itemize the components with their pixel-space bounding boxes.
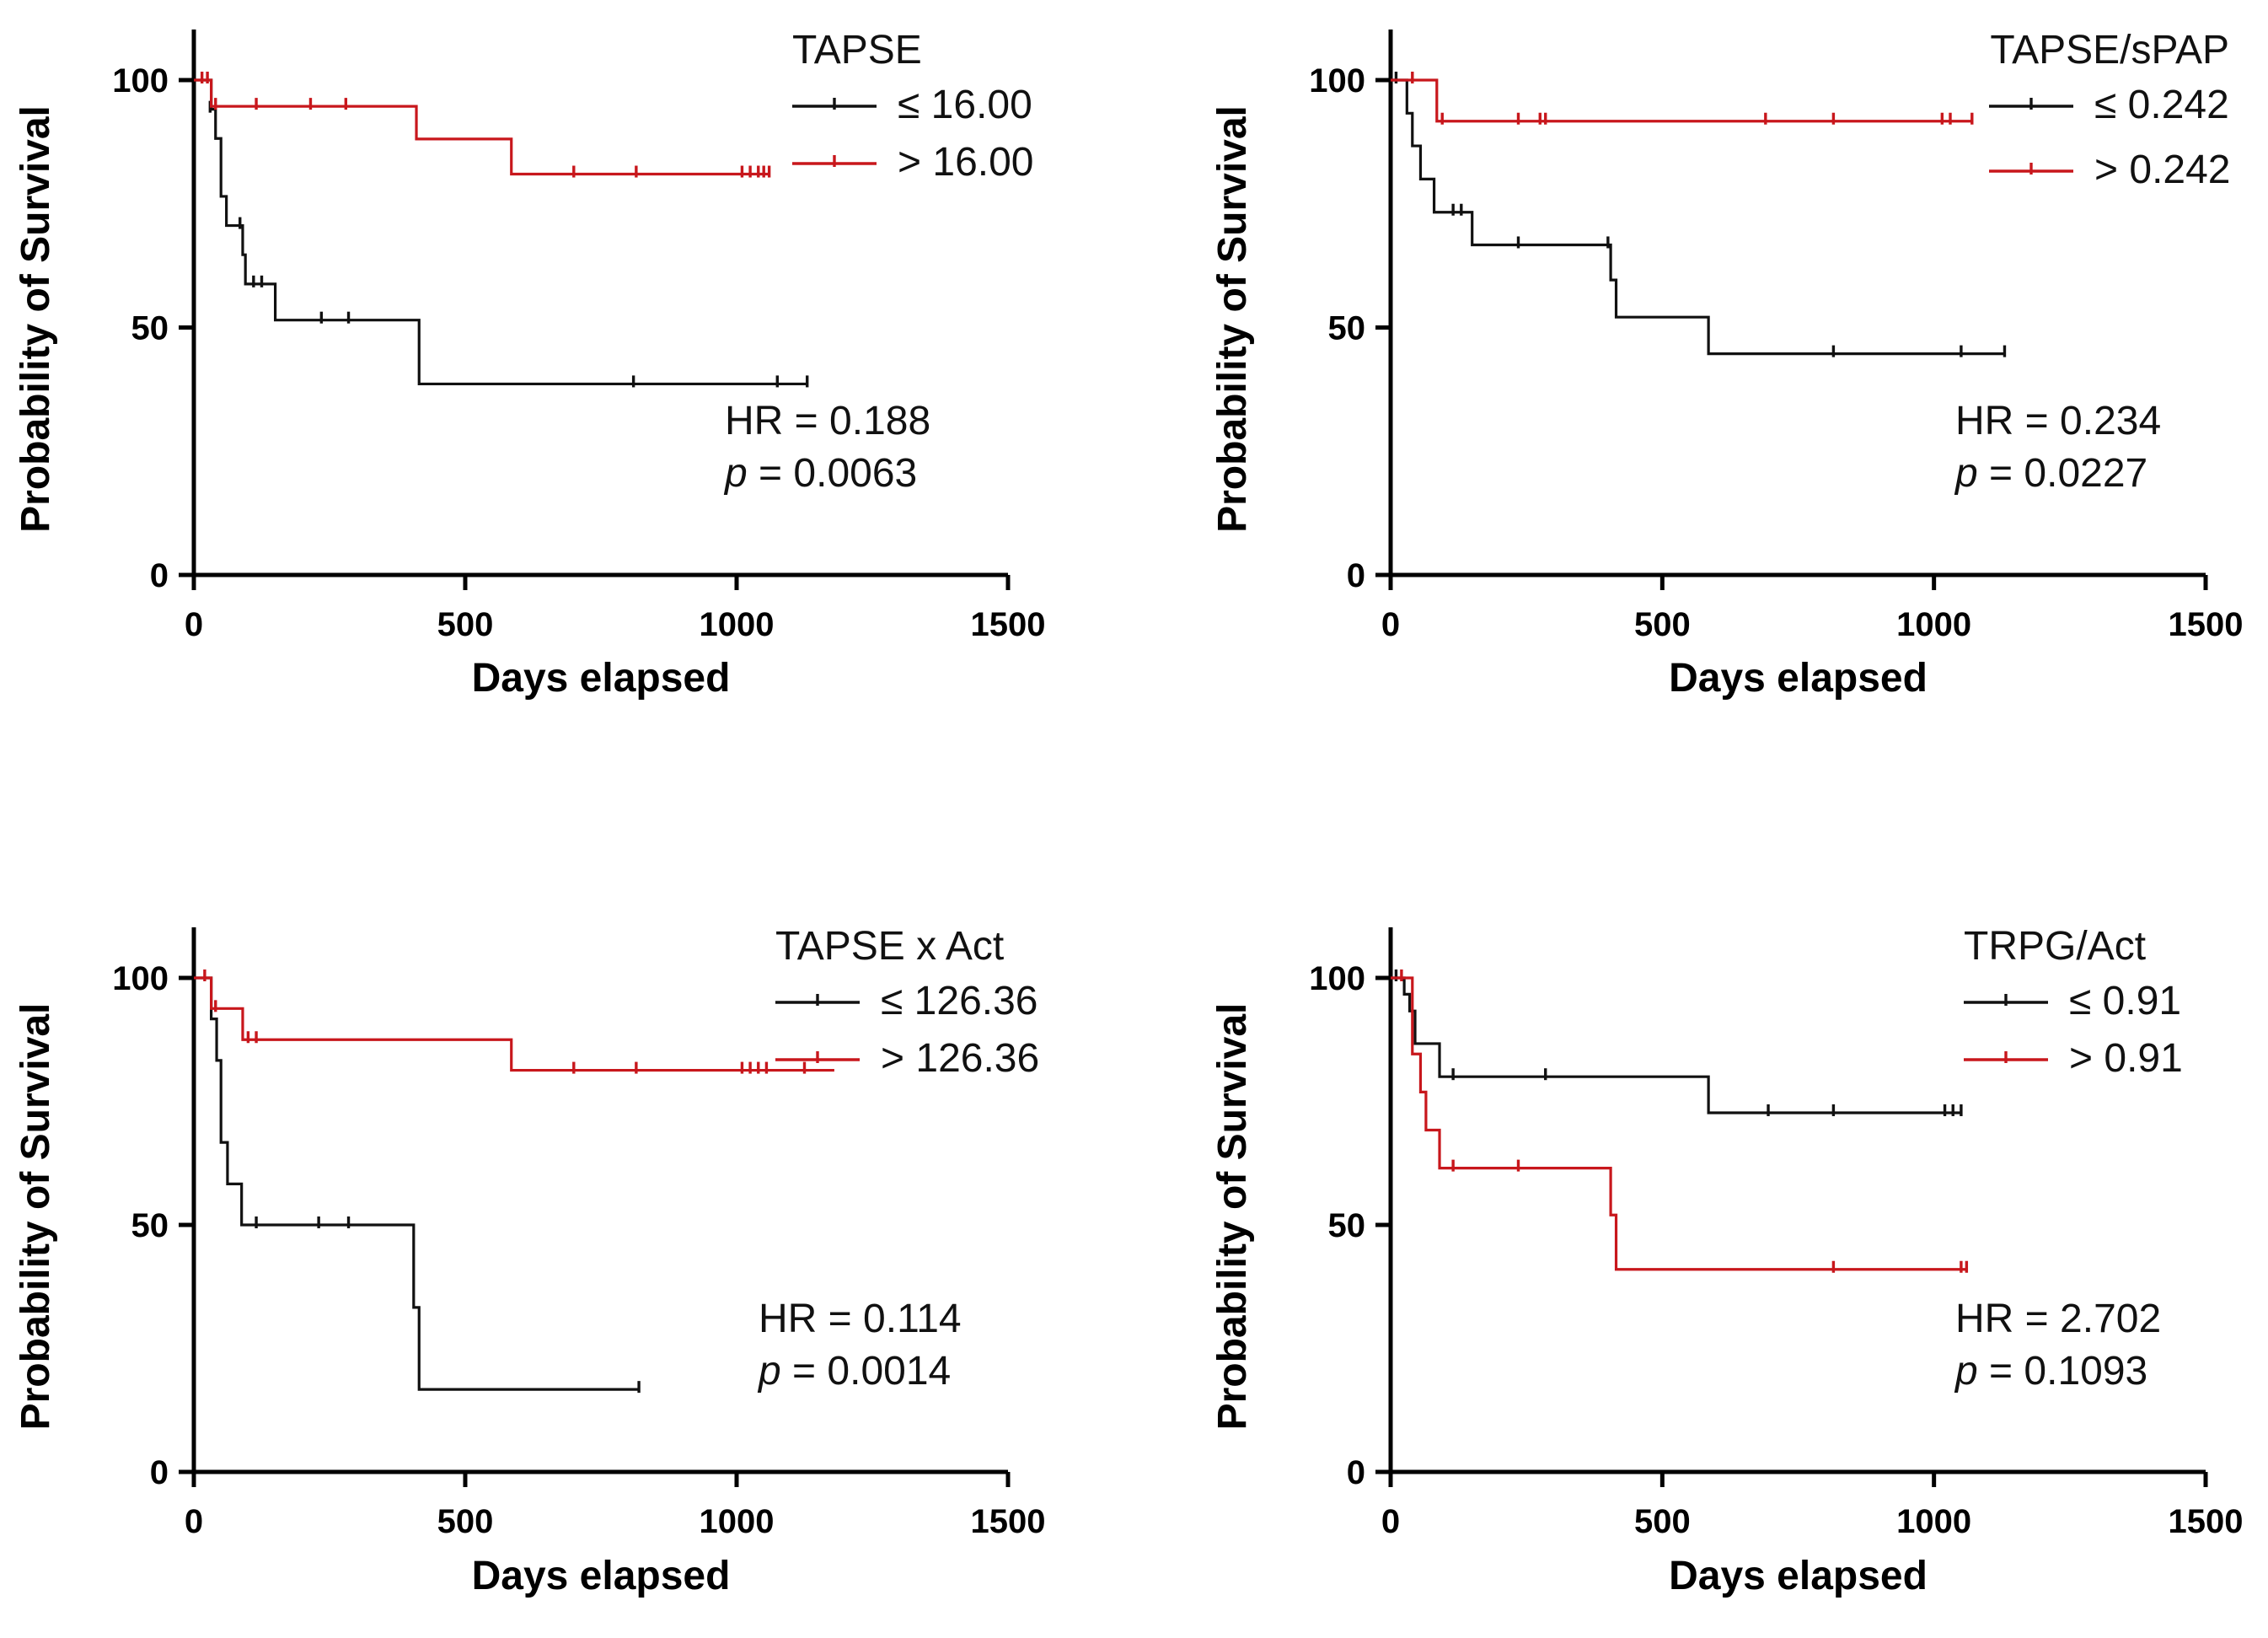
legend-label: ≤ 126.36 [881, 979, 1038, 1023]
x-tick-label: 500 [1634, 606, 1691, 643]
survival-curve-high [194, 976, 834, 1072]
x-tick-label: 1500 [2169, 606, 2244, 643]
legend-title: TAPSE x Act [775, 924, 1004, 969]
x-tick-label: 1000 [700, 606, 775, 643]
p-value: = 0.1093 [1978, 1349, 2148, 1394]
hazard-ratio-annotation: HR = 0.234 [1955, 399, 2161, 443]
p-value-annotation: p = 0.1093 [1954, 1349, 2147, 1394]
hazard-ratio-annotation: HR = 2.702 [1955, 1297, 2161, 1341]
legend-title: TAPSE/sPAP [1990, 28, 2229, 73]
x-tick-label: 0 [1381, 1503, 1400, 1540]
legend-label: ≤ 0.242 [2094, 83, 2229, 127]
p-value-annotation: p = 0.0227 [1954, 451, 2147, 496]
x-tick-label: 0 [185, 1503, 203, 1540]
legend-label: > 0.242 [2094, 148, 2230, 192]
p-symbol: p [1954, 451, 1978, 496]
y-axis-title: Probability of Survival [13, 105, 58, 533]
x-tick-label: 500 [1634, 1503, 1691, 1540]
y-tick-label: 50 [1328, 1207, 1366, 1244]
km-panel-2: 0 500 1000 1500 0 50 100 Days elapsed Probabilit… [1210, 28, 2243, 701]
y-tick-label: 50 [1328, 310, 1366, 347]
p-value-annotation: p = 0.0014 [757, 1349, 951, 1394]
x-tick-label: 1500 [2169, 1503, 2244, 1540]
survival-curve-low [194, 78, 807, 386]
x-tick-label: 500 [437, 1503, 494, 1540]
km-panel-4: 0 500 1000 1500 0 50 100 Days elapsed Probabilit… [1210, 924, 2243, 1598]
legend-label: > 16.00 [898, 140, 1033, 185]
survival-curve-high [1391, 976, 1967, 1271]
legend-label: ≤ 16.00 [898, 83, 1032, 127]
y-tick-label: 0 [150, 1454, 169, 1491]
p-value: = 0.0014 [781, 1349, 952, 1394]
legend-label: ≤ 0.91 [2069, 979, 2181, 1023]
x-axis-title: Days elapsed [1669, 656, 1928, 701]
y-axis-title: Probability of Survival [13, 1003, 58, 1431]
hazard-ratio-annotation: HR = 0.188 [725, 399, 930, 443]
x-axis-title: Days elapsed [472, 1554, 731, 1598]
legend-title: TRPG/Act [1964, 924, 2146, 969]
p-value: = 0.0063 [748, 451, 918, 496]
y-tick-label: 100 [1309, 62, 1365, 99]
x-tick-label: 1000 [700, 1503, 775, 1540]
x-tick-label: 0 [1381, 606, 1400, 643]
p-value-annotation: p = 0.0063 [723, 451, 917, 496]
hazard-ratio-annotation: HR = 0.114 [759, 1297, 962, 1341]
x-axis-title: Days elapsed [472, 656, 731, 701]
x-tick-label: 500 [437, 606, 494, 643]
x-tick-label: 0 [185, 606, 203, 643]
legend-title: TAPSE [792, 28, 922, 73]
p-symbol: p [757, 1349, 781, 1394]
survival-curve-low [194, 976, 640, 1391]
x-tick-label: 1000 [1896, 606, 1971, 643]
y-axis-title: Probability of Survival [1210, 105, 1255, 533]
x-tick-label: 1500 [971, 606, 1046, 643]
x-axis-title: Days elapsed [1669, 1554, 1928, 1598]
y-tick-label: 100 [112, 960, 169, 997]
y-tick-label: 0 [150, 557, 169, 594]
y-tick-label: 0 [1347, 1454, 1365, 1491]
legend-label: > 0.91 [2069, 1036, 2183, 1081]
km-panel-1: 0 500 1000 1500 0 50 100 Days elapsed Probabilit… [13, 28, 1045, 701]
y-tick-label: 100 [112, 62, 169, 99]
survival-curve-high [1391, 78, 1972, 123]
p-symbol: p [723, 451, 748, 496]
y-tick-label: 50 [131, 310, 169, 347]
km-panel-3: 0 500 1000 1500 0 50 100 Days elapsed Probabilit… [13, 924, 1045, 1598]
survival-curve-high [194, 78, 769, 176]
legend-label: > 126.36 [881, 1036, 1039, 1081]
y-axis-title: Probability of Survival [1210, 1003, 1255, 1431]
y-tick-label: 50 [131, 1207, 169, 1244]
y-tick-label: 100 [1309, 960, 1365, 997]
survival-curve-low [1391, 976, 1961, 1114]
p-value: = 0.0227 [1978, 451, 2148, 496]
p-symbol: p [1954, 1349, 1978, 1394]
x-tick-label: 1000 [1896, 1503, 1971, 1540]
y-tick-label: 0 [1347, 557, 1365, 594]
x-tick-label: 1500 [971, 1503, 1046, 1540]
